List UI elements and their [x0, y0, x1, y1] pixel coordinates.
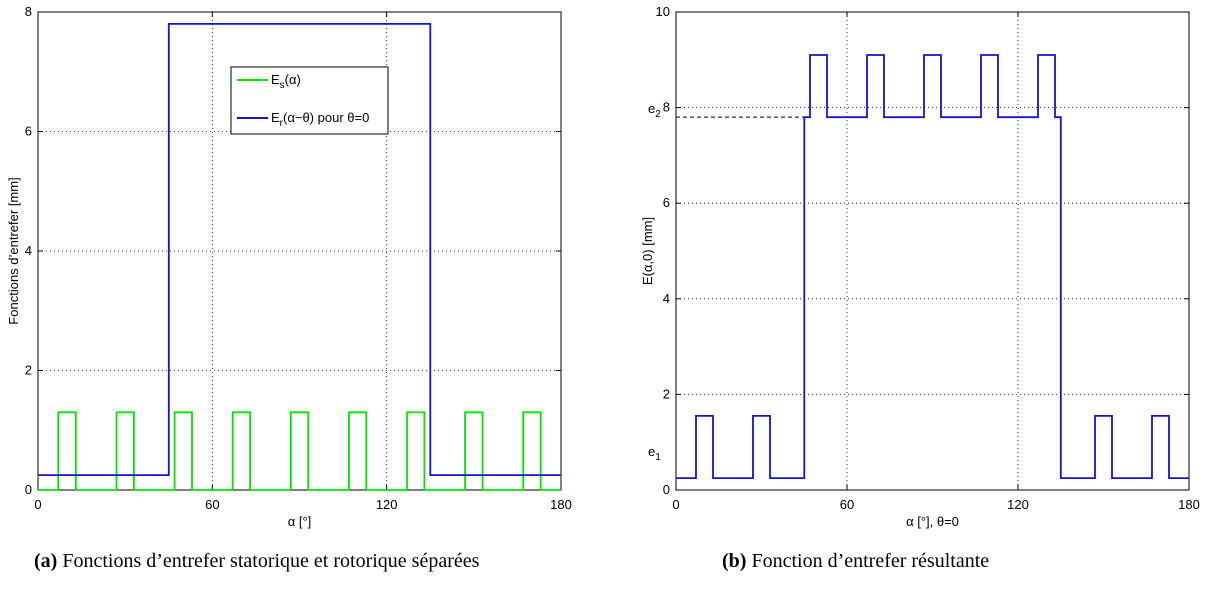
chart-b-grid	[676, 12, 1189, 490]
y-tick-label: 8	[25, 4, 32, 19]
caption-a-label: (a)	[34, 550, 58, 572]
x-tick-label: 180	[550, 497, 572, 512]
x-tick-label: 60	[840, 497, 854, 512]
chart-a-ticks: 0 60 120 180 0 2 4 6 8	[25, 4, 572, 512]
x-tick-label: 120	[376, 497, 398, 512]
chart-a-legend: Es(α) Er(α−θ) pour θ=0	[230, 66, 389, 135]
chart-b-y-axis-label: E(α,0) [mm]	[640, 217, 655, 285]
legend-label-es: Es(α)	[271, 72, 301, 91]
series-line-1	[676, 54, 1189, 480]
legend-label-er: Er(α−θ) pour θ=0	[271, 110, 369, 129]
chart-b-x-axis-label: α [°], θ=0	[906, 514, 959, 529]
x-tick-label: 0	[672, 497, 679, 512]
chart-a-series	[38, 22, 561, 491]
y-tick-label: 2	[25, 363, 32, 378]
annotation-e2: e2	[648, 101, 661, 120]
y-tick-label: 4	[25, 243, 32, 258]
chart-b-ticks: 0 60 120 180 0 2 4 6 8 10	[656, 4, 1200, 512]
caption-a-text: Fonctions d’entrefer statorique et rotor…	[62, 550, 480, 572]
y-tick-label: 8	[663, 100, 670, 115]
x-tick-label: 180	[1178, 497, 1200, 512]
legend-box	[230, 66, 389, 135]
y-tick-label: 6	[25, 124, 32, 139]
series-line-1	[38, 411, 561, 491]
chart-b-axes-frame	[675, 11, 1190, 491]
annotation-e1: e1	[648, 444, 661, 463]
chart-b-series	[676, 54, 1189, 480]
chart-a-x-axis-label: α [°]	[288, 514, 312, 529]
y-tick-label: 0	[25, 482, 32, 497]
caption-a: (a) Fonctions d’entrefer statorique et r…	[34, 546, 574, 576]
chart-b: 0 60 120 180 0 2 4 6 8 10 e2 e1 α [°], θ=0 E(α,0)…	[640, 4, 1200, 529]
y-tick-label: 0	[663, 482, 670, 497]
x-tick-label: 0	[34, 497, 41, 512]
caption-b-text: Fonction d’entrefer résultante	[751, 550, 990, 572]
chart-a: 0 60 120 180 0 2 4 6 8 α [°] Fonctions d’entrefe…	[6, 4, 572, 529]
y-tick-label: 10	[656, 4, 670, 19]
caption-b-label: (b)	[722, 550, 747, 572]
y-tick-label: 2	[663, 386, 670, 401]
x-tick-label: 60	[205, 497, 219, 512]
series-line-2	[38, 22, 561, 477]
y-tick-label: 6	[663, 195, 670, 210]
x-tick-label: 120	[1007, 497, 1029, 512]
y-tick-label: 4	[663, 291, 670, 306]
chart-a-y-axis-label: Fonctions d’entrefer [mm]	[6, 177, 21, 324]
caption-b: (b) Fonction d’entrefer résultante	[722, 546, 1142, 576]
